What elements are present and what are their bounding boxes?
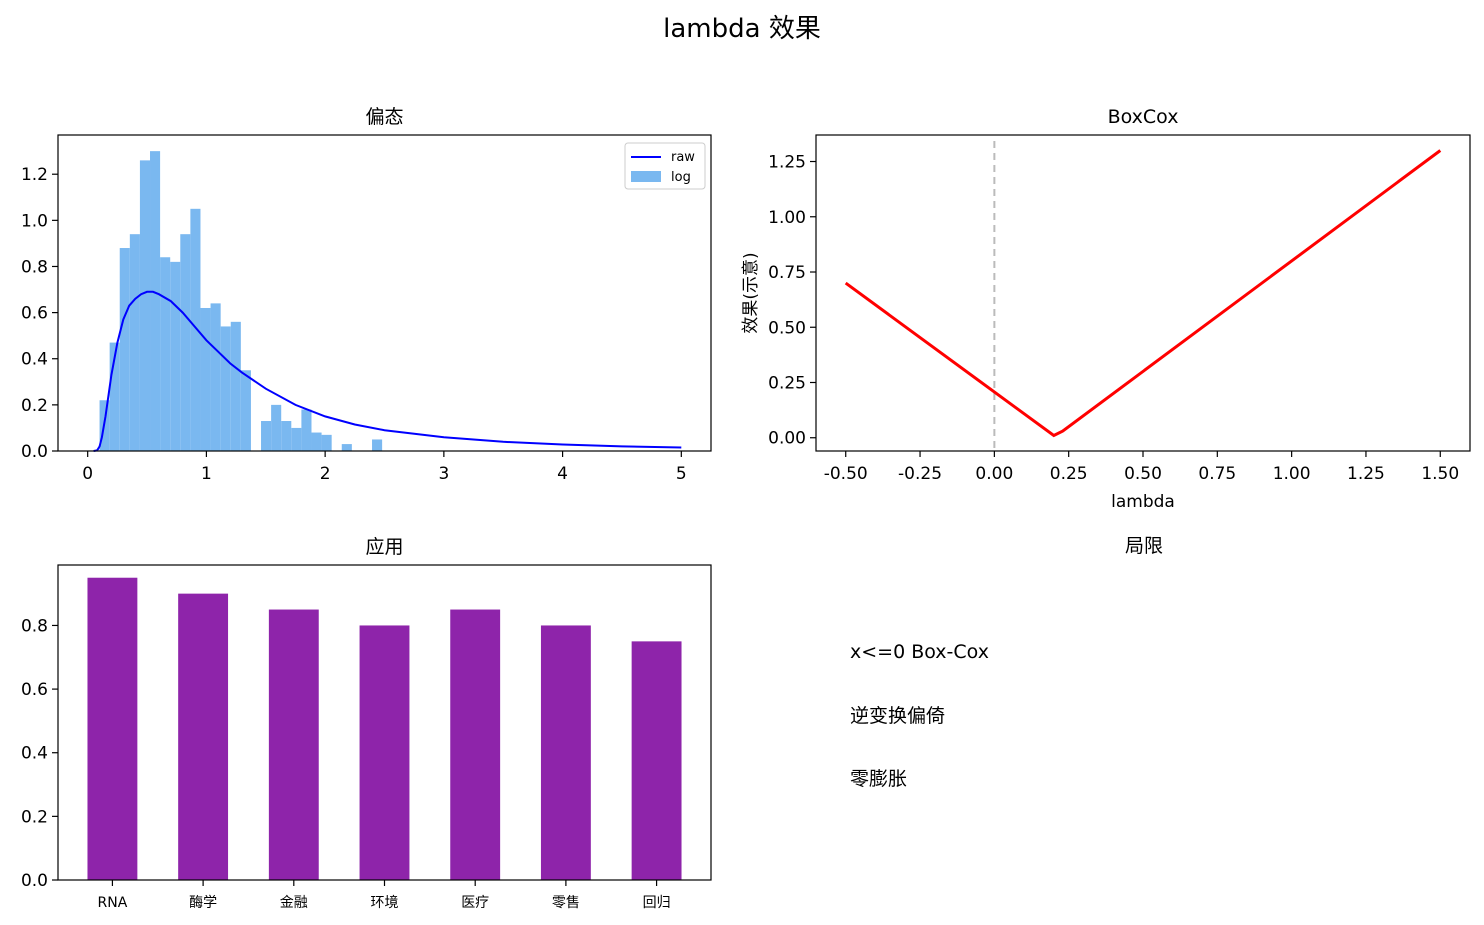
histogram-bar [321,434,332,451]
figure-title: lambda 效果 [663,14,821,44]
y-tick-label: 0.75 [768,263,806,283]
x-tick-label: 1 [201,464,212,484]
histogram-bar [311,432,322,451]
x-tick-label: 1.50 [1421,464,1459,484]
boxcox-effect-line [844,149,1442,438]
histogram-bar [240,370,251,451]
x-tick-label: 1.25 [1347,464,1385,484]
x-tick-label: 0 [82,464,93,484]
y-tick-label: 0.8 [21,257,48,277]
boxcox-line-panel: BoxCox 0.00 0.25 0.50 0.75 1.00 1.25 -0.50 -0.25… [741,106,1471,512]
histogram-bar [261,421,272,451]
x-tick-label: 0.00 [975,464,1013,484]
histogram-bar [129,234,140,451]
limit-note-3: 零膨胀 [850,768,907,790]
x-tick-label: -0.50 [824,464,868,484]
axes-frame [57,134,712,452]
category-bar [450,609,501,880]
x-axis-label: lambda [1111,492,1175,512]
x-tick-label: 3 [438,464,449,484]
legend-swatch-log [631,171,661,182]
axes-title: 偏态 [365,106,403,128]
histogram-bar [220,326,231,451]
histogram-bar [119,248,130,451]
category-label: 医疗 [461,895,489,911]
y-tick-label: 0.0 [21,871,48,891]
y-tick-label: 0.50 [768,318,806,338]
y-tick-label: 0.25 [768,373,806,393]
histogram-bar [200,307,211,451]
limits-text-panel: 局限 x<=0 Box-Cox 逆变换偏倚 零膨胀 [850,535,1163,790]
category-bar [178,593,229,880]
histogram-bar [341,444,352,451]
y-tick-label: 0.6 [21,304,48,324]
y-tick-label: 0.2 [21,396,48,416]
histogram-bar [301,409,312,451]
legend-label-raw: raw [671,150,695,165]
legend-label-log: log [671,170,691,185]
category-label: 回归 [643,894,671,911]
x-tick-label: 0.50 [1124,464,1162,484]
y-tick-label: 0.4 [21,350,48,370]
category-label: 金融 [280,895,308,911]
skew-histogram-panel: 偏态 0.0 0.2 0.4 0.6 0.8 1.0 1.2 0 1 2 3 4 5 raw log [21,106,712,484]
histogram-bar [372,439,383,451]
limit-note-2: 逆变换偏倚 [850,705,945,727]
density-curve [93,290,682,452]
category-label: 环境 [371,895,399,911]
histogram-bar [170,261,181,451]
histogram-bar [281,421,292,451]
axes-title: BoxCox [1108,106,1179,128]
x-tick-label: 0.25 [1050,464,1088,484]
x-tick-label: 5 [676,464,687,484]
histogram-bar [291,427,302,451]
axes-frame [57,564,712,881]
histogram-bar [210,303,221,451]
y-tick-label: 0.8 [21,616,48,636]
limit-note-1: x<=0 Box-Cox [850,641,989,663]
x-tick-label: 0.75 [1198,464,1236,484]
category-bar [87,577,138,880]
x-tick-label: -0.25 [898,464,942,484]
y-tick-label: 0.4 [21,744,48,764]
histogram-bar [160,257,171,451]
y-tick-label: 0.6 [21,680,48,700]
histogram-bar [180,234,191,451]
category-label: 酶学 [189,895,217,911]
category-bar [268,609,319,880]
axes-title: 应用 [365,536,403,558]
histogram-bar [109,342,120,451]
category-bar [359,625,410,880]
axes-frame [815,134,1471,452]
y-tick-label: 0.2 [21,807,48,827]
y-tick-label: 1.0 [21,211,48,231]
category-bar [540,625,591,880]
x-tick-label: 2 [320,464,331,484]
category-label: RNA [98,895,128,911]
y-tick-label: 1.25 [768,153,806,173]
y-tick-label: 0.0 [21,442,48,462]
histogram-bar [139,160,151,452]
y-tick-label: 0.00 [768,429,806,449]
y-axis-label: 效果(示意) [741,252,761,333]
y-tick-label: 1.2 [21,165,48,185]
category-bar [631,641,682,880]
histogram-bar [190,208,201,451]
limits-title: 局限 [1125,535,1163,557]
application-bar-panel: 应用 0.0 0.2 0.4 0.6 0.8 RNA 酶学 金融 环境 医疗 零售 回归 [21,536,712,911]
x-tick-label: 4 [557,464,568,484]
category-label: 零售 [552,895,580,911]
x-tick-label: 1.00 [1273,464,1311,484]
y-tick-label: 1.00 [768,208,806,228]
histogram-bar [271,404,282,451]
histogram-bar [150,151,161,451]
histogram-bar [230,321,241,451]
